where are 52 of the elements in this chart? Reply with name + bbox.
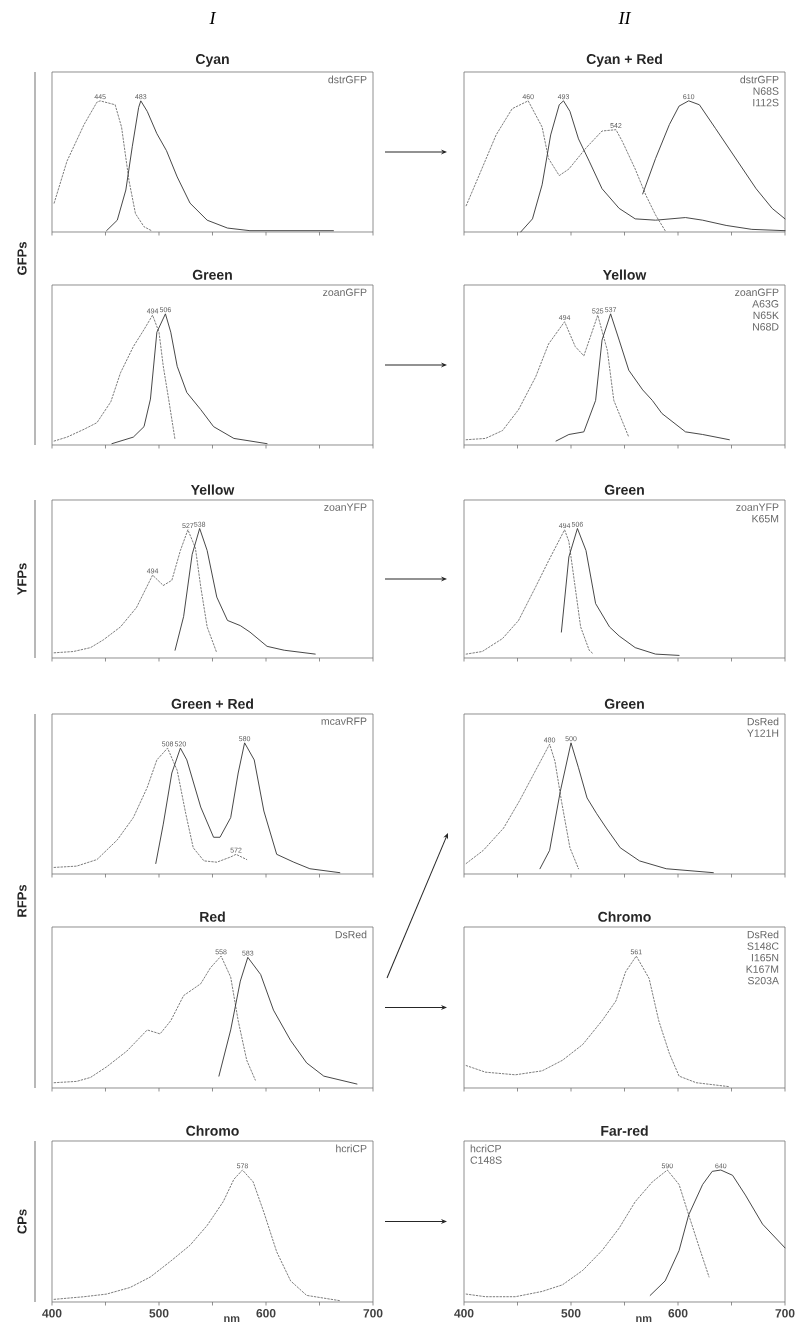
- annotation: N65K: [753, 311, 779, 320]
- y-axis-title: CPs: [17, 1209, 27, 1234]
- text: mcavRFP: [321, 717, 367, 725]
- chart-title: Yellow: [190, 484, 235, 495]
- x-tick-label: 400: [42, 1309, 62, 1318]
- text: dstrGFP: [328, 75, 367, 84]
- chart-title: Green: [604, 698, 644, 709]
- annotation: I165N: [751, 953, 779, 962]
- x-tick-label: 500: [561, 1309, 581, 1318]
- text: C148S: [470, 1156, 502, 1164]
- y-axis-title: YFPs: [17, 563, 27, 596]
- text: zoanGFP: [735, 288, 779, 297]
- text: N68S: [753, 87, 779, 95]
- x-tick-label: 700: [363, 1309, 383, 1318]
- chart-title: Yellow: [602, 269, 647, 280]
- x-tick-label: 500: [149, 1309, 169, 1318]
- text: A63G: [752, 300, 779, 308]
- chart-title: Green + Red: [171, 698, 253, 709]
- x-tick-label: 600: [256, 1309, 276, 1318]
- x-tick-label: 700: [775, 1309, 795, 1318]
- text: DsRed: [335, 930, 367, 939]
- text: zoanYFP: [736, 503, 779, 511]
- text: hcriCP: [470, 1144, 501, 1153]
- chart-subtitle: II: [618, 12, 632, 24]
- chart-title: Cyan + Red: [586, 53, 662, 67]
- text: DsRed: [747, 717, 779, 726]
- x-axis-title: nm: [636, 1316, 652, 1323]
- text: hcriCP: [336, 1144, 367, 1153]
- y-axis-title: GFPs: [17, 242, 27, 275]
- text: Y121H: [747, 729, 779, 737]
- chart-title: Green: [192, 269, 232, 280]
- text: zoanYFP: [324, 503, 367, 511]
- x-axis-title: nm: [224, 1316, 240, 1323]
- text: K65M: [752, 514, 779, 523]
- x-tick-label: 400: [454, 1309, 474, 1318]
- x-tick-label: 600: [668, 1309, 688, 1318]
- text: DsRed: [747, 930, 779, 939]
- text: S148C: [747, 942, 779, 950]
- chart-title: Chromo: [598, 911, 651, 922]
- chart-title: Green: [604, 484, 644, 495]
- annotation: K167M: [746, 965, 779, 973]
- y-axis-title: RFPs: [17, 884, 27, 917]
- text: dstrGFP: [740, 75, 779, 84]
- text: zoanGFP: [323, 288, 367, 297]
- annotation: I112S: [753, 98, 779, 107]
- chart-title: Far-red: [601, 1125, 648, 1136]
- chart-title: Cyan: [195, 54, 229, 67]
- chart-subtitle: I: [209, 12, 217, 24]
- chart-title: Red: [200, 911, 225, 922]
- annotation: N68D: [753, 323, 779, 331]
- chart-title: Chromo: [186, 1125, 239, 1136]
- annotation: S203A: [747, 976, 779, 985]
